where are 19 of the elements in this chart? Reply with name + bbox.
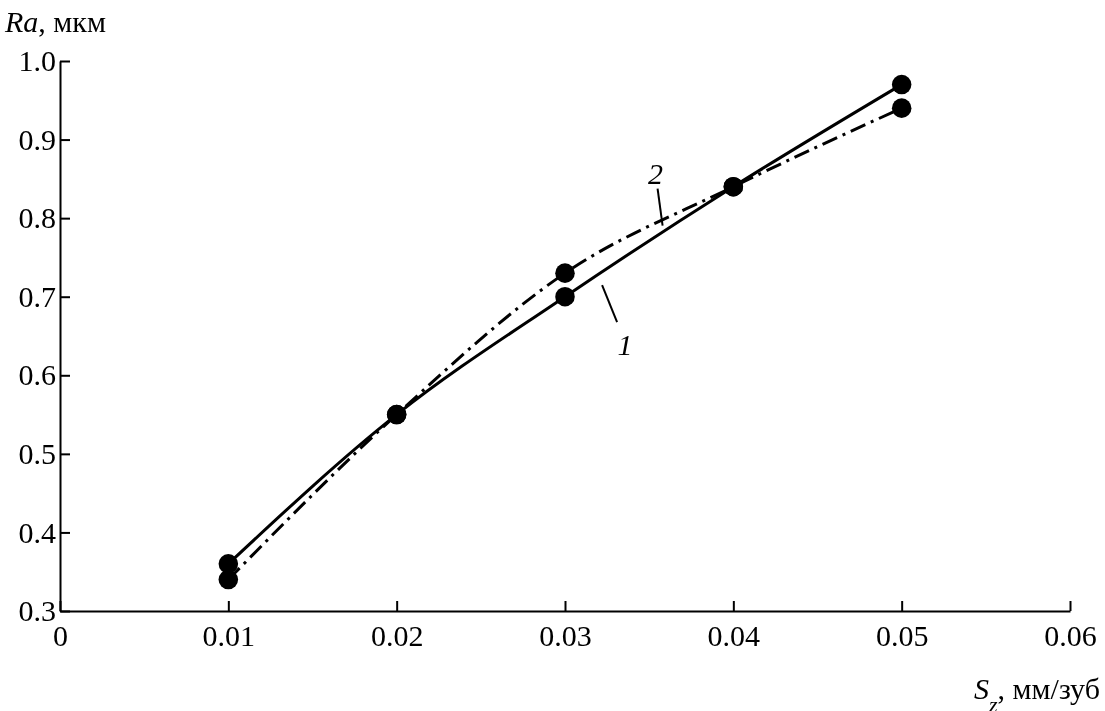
- y-tick-label: 0.5: [18, 436, 56, 470]
- x-tick-label: 0.04: [707, 619, 761, 653]
- y-tick-label: 0.4: [18, 515, 56, 549]
- x-tick-label: 0.01: [202, 619, 256, 653]
- series-label: 2: [648, 156, 664, 190]
- y-tick-label: 0.7: [18, 279, 56, 313]
- x-tick-label: 0.02: [370, 619, 424, 653]
- legend-label: 1: [617, 328, 633, 362]
- y-tick-label: 0.8: [18, 201, 56, 235]
- y-tick-label: 1.0: [18, 44, 56, 78]
- y-tick-label: 0.6: [18, 358, 56, 392]
- x-axis-title: S$_{z}$, мм/зуб: [974, 672, 1100, 711]
- y-tick-label: 0.3: [18, 594, 56, 628]
- x-tick-label: 0: [53, 619, 68, 653]
- x-tick-label: 0.05: [875, 619, 929, 653]
- x-tick-label: 0.03: [539, 619, 592, 653]
- y-tick-label: 0.9: [18, 122, 56, 156]
- x-tick-label: 0.06: [1044, 619, 1097, 653]
- y-axis-title: Ra, мкм: [4, 5, 106, 38]
